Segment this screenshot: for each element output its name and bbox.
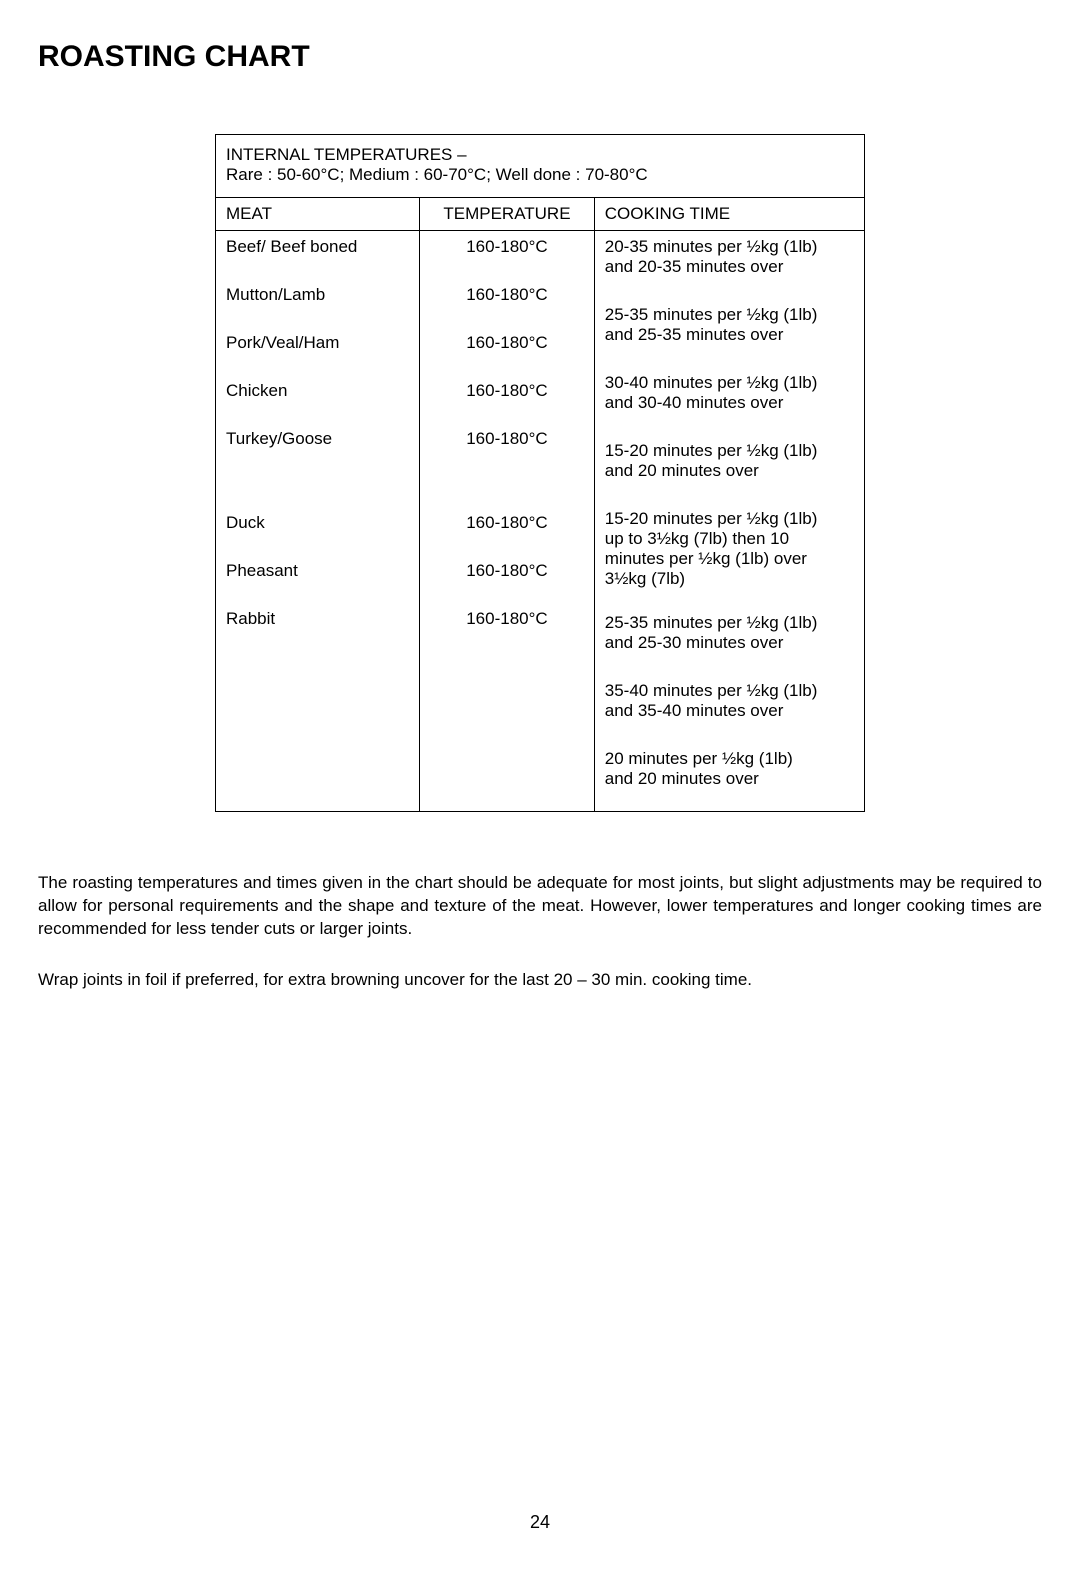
- temp-cell: 160-180°C: [420, 603, 594, 651]
- meat-cell: Beef/ Beef boned: [216, 231, 419, 279]
- time-line: minutes per ½kg (1lb) over: [605, 549, 807, 568]
- temp-cell: 160-180°C: [420, 555, 594, 603]
- meat-cell: Mutton/Lamb: [216, 279, 419, 327]
- meat-cell: Pork/Veal/Ham: [216, 327, 419, 375]
- time-cell: 20 minutes per ½kg (1lb) and 20 minutes …: [595, 743, 864, 811]
- temp-cell: 160-180°C: [420, 279, 594, 327]
- temp-column: 160-180°C 160-180°C 160-180°C 160-180°C …: [420, 231, 595, 812]
- temp-cell: 160-180°C: [420, 327, 594, 375]
- time-cell: 15-20 minutes per ½kg (1lb) up to 3½kg (…: [595, 503, 864, 607]
- time-line: 30-40 minutes per ½kg (1lb): [605, 373, 818, 392]
- meat-cell: Duck: [216, 507, 419, 555]
- paragraph-1: The roasting temperatures and times give…: [38, 872, 1042, 941]
- time-line: and 20-35 minutes over: [605, 257, 784, 276]
- time-cell: 15-20 minutes per ½kg (1lb) and 20 minut…: [595, 435, 864, 503]
- time-line: 25-35 minutes per ½kg (1lb): [605, 305, 818, 324]
- col-header-cooking-time: COOKING TIME: [594, 198, 864, 231]
- temp-cell: 160-180°C: [420, 375, 594, 423]
- time-line: and 20 minutes over: [605, 769, 759, 788]
- time-line: 15-20 minutes per ½kg (1lb): [605, 509, 818, 528]
- internal-temperatures-header: INTERNAL TEMPERATURES – Rare : 50-60°C; …: [216, 135, 865, 198]
- col-header-temperature: TEMPERATURE: [420, 198, 595, 231]
- time-column: 20-35 minutes per ½kg (1lb) and 20-35 mi…: [594, 231, 864, 812]
- time-line: and 20 minutes over: [605, 461, 759, 480]
- time-cell: 25-35 minutes per ½kg (1lb) and 25-30 mi…: [595, 607, 864, 675]
- temp-cell: 160-180°C: [420, 423, 594, 507]
- time-line: and 35-40 minutes over: [605, 701, 784, 720]
- temp-cell: 160-180°C: [420, 507, 594, 555]
- temp-cell: 160-180°C: [420, 231, 594, 279]
- roasting-table-container: INTERNAL TEMPERATURES – Rare : 50-60°C; …: [38, 134, 1042, 812]
- header-line2: Rare : 50-60°C; Medium : 60-70°C; Well d…: [226, 165, 648, 184]
- meat-cell: Turkey/Goose: [216, 423, 419, 507]
- meat-cell: Rabbit: [216, 603, 419, 651]
- time-line: 20 minutes per ½kg (1lb): [605, 749, 793, 768]
- page-title: ROASTING CHART: [38, 40, 1042, 74]
- time-line: up to 3½kg (7lb) then 10: [605, 529, 789, 548]
- time-line: 20-35 minutes per ½kg (1lb): [605, 237, 818, 256]
- time-cell: 20-35 minutes per ½kg (1lb) and 20-35 mi…: [595, 231, 864, 299]
- paragraph-2: Wrap joints in foil if preferred, for ex…: [38, 969, 1042, 992]
- time-line: and 30-40 minutes over: [605, 393, 784, 412]
- time-line: 25-35 minutes per ½kg (1lb): [605, 613, 818, 632]
- col-header-meat: MEAT: [216, 198, 420, 231]
- page-number: 24: [38, 1512, 1042, 1533]
- meat-cell: Chicken: [216, 375, 419, 423]
- time-cell: 35-40 minutes per ½kg (1lb) and 35-40 mi…: [595, 675, 864, 743]
- time-line: 3½kg (7lb): [605, 569, 685, 588]
- roasting-table: INTERNAL TEMPERATURES – Rare : 50-60°C; …: [215, 134, 865, 812]
- time-line: and 25-35 minutes over: [605, 325, 784, 344]
- time-line: and 25-30 minutes over: [605, 633, 784, 652]
- header-line1: INTERNAL TEMPERATURES –: [226, 145, 467, 164]
- time-line: 15-20 minutes per ½kg (1lb): [605, 441, 818, 460]
- meat-column: Beef/ Beef boned Mutton/Lamb Pork/Veal/H…: [216, 231, 420, 812]
- meat-cell: Pheasant: [216, 555, 419, 603]
- time-cell: 25-35 minutes per ½kg (1lb) and 25-35 mi…: [595, 299, 864, 367]
- time-line: 35-40 minutes per ½kg (1lb): [605, 681, 818, 700]
- time-cell: 30-40 minutes per ½kg (1lb) and 30-40 mi…: [595, 367, 864, 435]
